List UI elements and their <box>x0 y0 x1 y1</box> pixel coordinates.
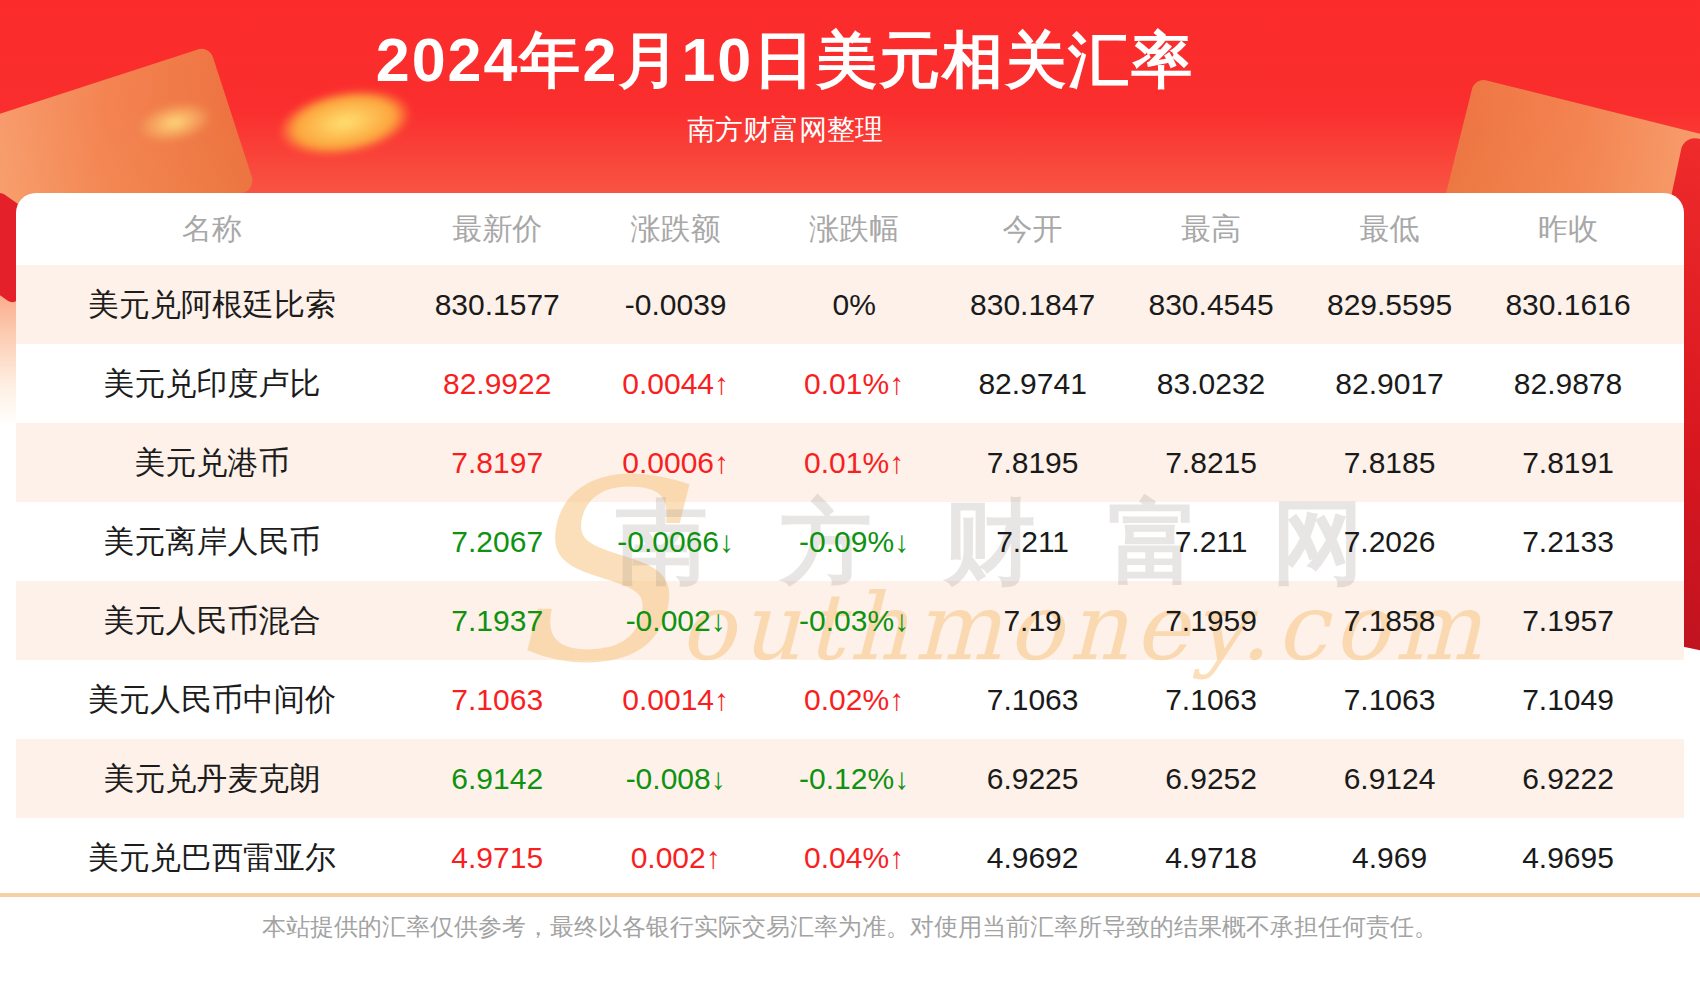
table-body: 美元兑阿根廷比索 830.1577 -0.0039 0% 830.1847 83… <box>16 265 1684 897</box>
change-amount: -0.0066↓ <box>586 525 764 559</box>
table-row: 美元兑丹麦克朗 6.9142 -0.008↓ -0.12%↓ 6.9225 6.… <box>16 739 1684 818</box>
low-price: 7.2026 <box>1300 525 1478 559</box>
change-percent: 0% <box>765 288 943 322</box>
change-percent: -0.03%↓ <box>765 604 943 638</box>
change-percent: 0.01%↑ <box>765 446 943 480</box>
page-subtitle: 南方财富网整理 <box>687 114 883 145</box>
high-price: 7.1063 <box>1122 683 1300 717</box>
disclaimer-text: 本站提供的汇率仅供参考，最终以各银行实际交易汇率为准。对使用当前汇率所导致的结果… <box>262 913 1438 940</box>
column-header-low: 最低 <box>1300 209 1478 250</box>
currency-pair-name: 美元兑丹麦克朗 <box>16 758 408 800</box>
low-price: 7.1063 <box>1300 683 1478 717</box>
table-row: 美元兑印度卢比 82.9922 0.0044↑ 0.01%↑ 82.9741 8… <box>16 344 1684 423</box>
table-row: 美元人民币中间价 7.1063 0.0014↑ 0.02%↑ 7.1063 7.… <box>16 660 1684 739</box>
latest-price: 82.9922 <box>408 367 586 401</box>
column-header-open: 今开 <box>943 209 1121 250</box>
change-amount: -0.008↓ <box>586 762 764 796</box>
change-percent: -0.12%↓ <box>765 762 943 796</box>
high-price: 4.9718 <box>1122 841 1300 875</box>
column-header-change-pct: 涨跌幅 <box>765 209 943 250</box>
table-row: 美元兑阿根廷比索 830.1577 -0.0039 0% 830.1847 83… <box>16 265 1684 344</box>
latest-price: 7.2067 <box>408 525 586 559</box>
open-price: 6.9225 <box>943 762 1121 796</box>
open-price: 7.8195 <box>943 446 1121 480</box>
table-header-row: 名称 最新价 涨跌额 涨跌幅 今开 最高 最低 昨收 <box>16 193 1684 265</box>
currency-pair-name: 美元兑阿根廷比索 <box>16 284 408 326</box>
currency-pair-name: 美元兑印度卢比 <box>16 363 408 405</box>
open-price: 830.1847 <box>943 288 1121 322</box>
high-price: 6.9252 <box>1122 762 1300 796</box>
low-price: 4.969 <box>1300 841 1478 875</box>
change-amount: 0.0014↑ <box>586 683 764 717</box>
latest-price: 7.1937 <box>408 604 586 638</box>
rates-table-card: Southmoney.com 南方财富网 名称 最新价 涨跌额 涨跌幅 今开 最… <box>16 193 1684 897</box>
change-percent: 0.01%↑ <box>765 367 943 401</box>
open-price: 7.19 <box>943 604 1121 638</box>
column-header-change: 涨跌额 <box>586 209 764 250</box>
change-amount: -0.002↓ <box>586 604 764 638</box>
currency-pair-name: 美元离岸人民币 <box>16 521 408 563</box>
change-amount: 0.002↑ <box>586 841 764 875</box>
change-percent: -0.09%↓ <box>765 525 943 559</box>
table-row: 美元人民币混合 7.1937 -0.002↓ -0.03%↓ 7.19 7.19… <box>16 581 1684 660</box>
change-percent: 0.02%↑ <box>765 683 943 717</box>
currency-pair-name: 美元人民币混合 <box>16 600 408 642</box>
prev-close-price: 6.9222 <box>1479 762 1657 796</box>
low-price: 6.9124 <box>1300 762 1478 796</box>
high-price: 7.211 <box>1122 525 1300 559</box>
table-row: 美元兑港币 7.8197 0.0006↑ 0.01%↑ 7.8195 7.821… <box>16 423 1684 502</box>
high-price: 83.0232 <box>1122 367 1300 401</box>
prev-close-price: 7.1049 <box>1479 683 1657 717</box>
prev-close-price: 7.2133 <box>1479 525 1657 559</box>
currency-pair-name: 美元兑巴西雷亚尔 <box>16 837 408 879</box>
latest-price: 7.1063 <box>408 683 586 717</box>
open-price: 82.9741 <box>943 367 1121 401</box>
high-price: 7.8215 <box>1122 446 1300 480</box>
low-price: 7.1858 <box>1300 604 1478 638</box>
table-row: 美元兑巴西雷亚尔 4.9715 0.002↑ 0.04%↑ 4.9692 4.9… <box>16 818 1684 897</box>
open-price: 7.211 <box>943 525 1121 559</box>
low-price: 7.8185 <box>1300 446 1478 480</box>
open-price: 4.9692 <box>943 841 1121 875</box>
high-price: 7.1959 <box>1122 604 1300 638</box>
column-header-high: 最高 <box>1122 209 1300 250</box>
latest-price: 4.9715 <box>408 841 586 875</box>
low-price: 82.9017 <box>1300 367 1478 401</box>
change-amount: -0.0039 <box>586 288 764 322</box>
change-amount: 0.0006↑ <box>586 446 764 480</box>
prev-close-price: 82.9878 <box>1479 367 1657 401</box>
prev-close-price: 7.8191 <box>1479 446 1657 480</box>
footer-divider <box>0 893 1700 897</box>
prev-close-price: 830.1616 <box>1479 288 1657 322</box>
currency-pair-name: 美元兑港币 <box>16 442 408 484</box>
change-amount: 0.0044↑ <box>586 367 764 401</box>
column-header-prev-close: 昨收 <box>1479 209 1657 250</box>
open-price: 7.1063 <box>943 683 1121 717</box>
latest-price: 7.8197 <box>408 446 586 480</box>
low-price: 829.5595 <box>1300 288 1478 322</box>
prev-close-price: 7.1957 <box>1479 604 1657 638</box>
change-percent: 0.04%↑ <box>765 841 943 875</box>
high-price: 830.4545 <box>1122 288 1300 322</box>
latest-price: 6.9142 <box>408 762 586 796</box>
latest-price: 830.1577 <box>408 288 586 322</box>
column-header-latest: 最新价 <box>408 209 586 250</box>
page-title: 2024年2月10日美元相关汇率 <box>376 26 1194 94</box>
table-row: 美元离岸人民币 7.2067 -0.0066↓ -0.09%↓ 7.211 7.… <box>16 502 1684 581</box>
column-header-name: 名称 <box>16 209 408 250</box>
currency-pair-name: 美元人民币中间价 <box>16 679 408 721</box>
prev-close-price: 4.9695 <box>1479 841 1657 875</box>
